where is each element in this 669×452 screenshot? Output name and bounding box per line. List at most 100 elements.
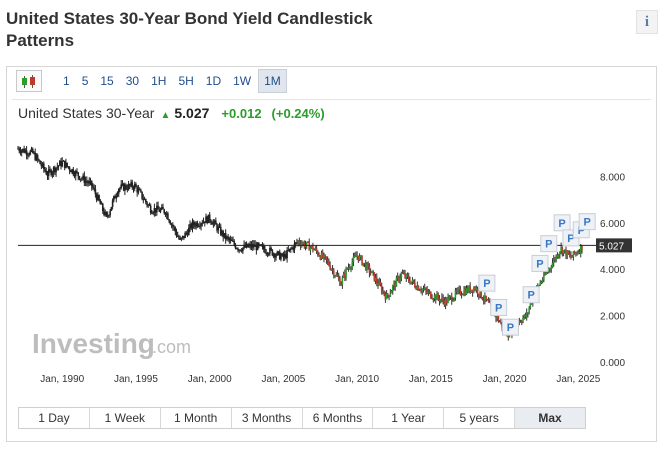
- candle-body: [244, 244, 247, 248]
- candle-body: [453, 297, 456, 301]
- candle-body: [543, 272, 545, 280]
- candle-body: [215, 220, 217, 225]
- candle-body: [278, 251, 281, 260]
- candle-body: [20, 150, 23, 153]
- candle-body: [554, 258, 556, 260]
- candle-body: [65, 162, 67, 168]
- interval-5h[interactable]: 5H: [178, 74, 194, 88]
- candle-body: [217, 226, 220, 231]
- y-tick-label: 4.000: [600, 265, 625, 276]
- interval-5[interactable]: 5: [81, 74, 89, 88]
- candle-body: [76, 171, 78, 173]
- candle-body: [411, 279, 414, 282]
- candle-body: [441, 297, 443, 300]
- pattern-marker-label: P: [483, 278, 490, 290]
- investing-watermark-suffix: .com: [152, 337, 191, 357]
- range-5-years[interactable]: 5 years: [444, 408, 516, 428]
- interval-1d[interactable]: 1D: [205, 74, 222, 88]
- candle-body: [436, 294, 438, 301]
- candle-body: [63, 160, 66, 168]
- candle-body: [22, 148, 24, 151]
- candle-body: [292, 247, 295, 250]
- candle-body: [390, 290, 393, 294]
- interval-30[interactable]: 30: [125, 74, 140, 88]
- range-3-months[interactable]: 3 Months: [231, 408, 303, 428]
- chart-panel: [12, 99, 651, 398]
- range-1-week[interactable]: 1 Week: [89, 408, 161, 428]
- candle-body: [216, 224, 218, 231]
- range-max[interactable]: Max: [515, 408, 585, 428]
- candle-body: [146, 202, 148, 206]
- candle-body: [551, 262, 554, 268]
- pattern-marker: [490, 298, 508, 316]
- candle-body: [99, 200, 102, 205]
- range-1-year[interactable]: 1 Year: [373, 408, 445, 428]
- candle-body: [232, 241, 234, 243]
- pattern-marker-label: P: [507, 322, 514, 334]
- candle-body: [18, 148, 21, 152]
- candle-body: [548, 268, 550, 272]
- candle-body: [438, 298, 441, 302]
- candle-body: [339, 278, 341, 286]
- candle-body: [409, 280, 411, 284]
- candle-body: [240, 250, 243, 252]
- candle-body: [344, 273, 346, 278]
- candle-body: [40, 164, 43, 167]
- pattern-marker: [478, 274, 496, 292]
- interval-1[interactable]: 1: [63, 74, 70, 88]
- candle-body: [184, 232, 186, 239]
- candle-body: [395, 277, 398, 287]
- candle-body: [432, 298, 435, 300]
- candle-body: [304, 245, 307, 247]
- candle-body: [444, 299, 447, 306]
- candle-body: [167, 213, 169, 220]
- candle-body: [38, 159, 40, 161]
- candle-body: [106, 215, 109, 217]
- pattern-marker-label: P: [583, 217, 590, 229]
- candle-body: [35, 155, 38, 161]
- candle-body: [481, 297, 484, 300]
- candle-body: [449, 296, 452, 298]
- range-1-day[interactable]: 1 Day: [19, 408, 90, 428]
- candle-body: [357, 255, 360, 261]
- y-tick-label: 2.000: [600, 312, 625, 323]
- interval-1m[interactable]: 1M: [258, 69, 287, 93]
- candle-body: [312, 245, 314, 251]
- candle-body: [277, 251, 280, 253]
- candle-body: [305, 241, 308, 246]
- candle-body: [452, 300, 454, 302]
- candle-body: [406, 274, 409, 277]
- interval-1h[interactable]: 1H: [151, 74, 167, 88]
- interval-1w[interactable]: 1W: [233, 74, 252, 88]
- info-icon[interactable]: i: [636, 10, 658, 34]
- pattern-marker: [540, 235, 558, 253]
- candle-body: [389, 293, 392, 297]
- candle-body: [282, 253, 285, 258]
- candle-body: [49, 169, 51, 171]
- quote-header: United States 30-Year ▲ 5.027 +0.012 (+0…: [18, 105, 335, 121]
- candle-body: [457, 289, 459, 292]
- candle-body: [396, 276, 399, 278]
- candle-body: [431, 298, 433, 300]
- candle-body: [17, 148, 19, 150]
- candle-body: [211, 222, 213, 225]
- x-tick-label: Jan, 2005: [261, 374, 305, 385]
- candle-body: [401, 272, 404, 274]
- candle-body: [420, 290, 422, 292]
- candle-body: [527, 312, 529, 314]
- candle-body: [578, 251, 581, 254]
- candle-body: [317, 251, 319, 256]
- range-1-month[interactable]: 1 Month: [160, 408, 232, 428]
- candle-body: [272, 253, 275, 256]
- candle-body: [337, 276, 340, 279]
- candlestick-icon[interactable]: [16, 70, 42, 92]
- candle-body: [140, 190, 142, 192]
- interval-15[interactable]: 15: [100, 74, 114, 88]
- candle-body: [422, 289, 425, 291]
- candle-body: [165, 213, 168, 215]
- candle-body: [330, 269, 333, 271]
- candle-body: [148, 204, 151, 206]
- range-6-months[interactable]: 6 Months: [302, 408, 374, 428]
- candle-body: [552, 258, 555, 263]
